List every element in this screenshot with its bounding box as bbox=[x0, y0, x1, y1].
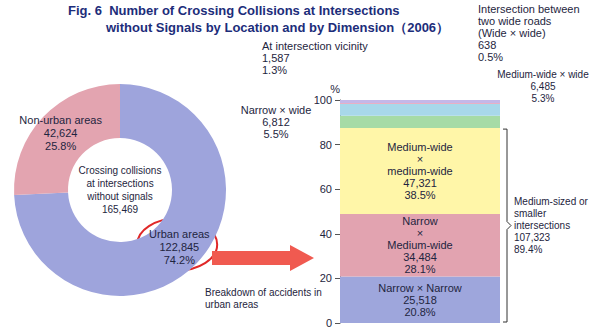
svg-text:25,518: 25,518 bbox=[403, 294, 437, 306]
svg-text:Intersection between: Intersection between bbox=[478, 3, 580, 15]
svg-text:107,323: 107,323 bbox=[514, 232, 551, 243]
svg-text:Narrow × Narrow: Narrow × Narrow bbox=[378, 282, 461, 294]
svg-text:0: 0 bbox=[326, 317, 332, 329]
svg-text:Medium-wide × wide: Medium-wide × wide bbox=[497, 69, 589, 80]
svg-text:20.8%: 20.8% bbox=[404, 306, 435, 318]
svg-text:At intersection vicinity: At intersection vicinity bbox=[262, 40, 368, 52]
svg-text:28.1%: 28.1% bbox=[404, 263, 435, 275]
svg-text:without signals: without signals bbox=[86, 191, 153, 202]
svg-text:165,469: 165,469 bbox=[102, 204, 139, 215]
svg-text:122,845: 122,845 bbox=[159, 241, 199, 253]
svg-text:20: 20 bbox=[320, 272, 332, 284]
svg-text:Medium-sized or: Medium-sized or bbox=[514, 196, 589, 207]
svg-text:Urban areas: Urban areas bbox=[149, 228, 210, 240]
svg-text:5.3%: 5.3% bbox=[532, 93, 555, 104]
svg-text:638: 638 bbox=[478, 39, 496, 51]
svg-text:without Signals by Location an: without Signals by Location and by Dimen… bbox=[105, 20, 449, 35]
svg-text:Breakdown of accidents in: Breakdown of accidents in bbox=[205, 287, 322, 298]
svg-text:at intersections: at intersections bbox=[86, 178, 153, 189]
svg-text:medium-wide: medium-wide bbox=[387, 165, 452, 177]
svg-text:80: 80 bbox=[320, 139, 332, 151]
svg-text:38.5%: 38.5% bbox=[404, 189, 435, 201]
svg-text:74.2%: 74.2% bbox=[164, 254, 195, 266]
svg-text:×: × bbox=[417, 153, 423, 165]
svg-text:Fig. 6 Number of Crossing Col: Fig. 6 Number of Crossing Collisions at … bbox=[68, 3, 400, 18]
svg-text:Narrow × wide: Narrow × wide bbox=[241, 104, 312, 116]
svg-text:34,484: 34,484 bbox=[403, 251, 437, 263]
svg-text:Narrow: Narrow bbox=[402, 215, 438, 227]
svg-text:two wide roads: two wide roads bbox=[478, 15, 552, 27]
svg-text:47,321: 47,321 bbox=[403, 177, 437, 189]
svg-text:Crossing collisions: Crossing collisions bbox=[79, 165, 162, 176]
svg-text:89.4%: 89.4% bbox=[514, 244, 542, 255]
svg-text:urban areas: urban areas bbox=[205, 299, 258, 310]
svg-text:%: % bbox=[330, 83, 340, 95]
svg-text:intersections: intersections bbox=[514, 220, 570, 231]
svg-text:(Wide × wide): (Wide × wide) bbox=[478, 27, 546, 39]
svg-text:1,587: 1,587 bbox=[262, 52, 290, 64]
svg-text:Medium-wide: Medium-wide bbox=[387, 141, 452, 153]
svg-text:1.3%: 1.3% bbox=[262, 64, 287, 76]
svg-text:smaller: smaller bbox=[514, 208, 547, 219]
svg-text:42,624: 42,624 bbox=[44, 127, 78, 139]
svg-text:100: 100 bbox=[314, 94, 332, 106]
svg-text:0.5%: 0.5% bbox=[478, 51, 503, 63]
svg-text:6,485: 6,485 bbox=[530, 81, 555, 92]
svg-text:60: 60 bbox=[320, 183, 332, 195]
svg-text:6,812: 6,812 bbox=[262, 116, 290, 128]
svg-text:40: 40 bbox=[320, 228, 332, 240]
svg-text:Non-urban areas: Non-urban areas bbox=[19, 114, 102, 126]
svg-text:×: × bbox=[417, 227, 423, 239]
svg-text:25.8%: 25.8% bbox=[45, 140, 76, 152]
svg-text:Medium-wide: Medium-wide bbox=[387, 239, 452, 251]
svg-text:5.5%: 5.5% bbox=[263, 128, 288, 140]
